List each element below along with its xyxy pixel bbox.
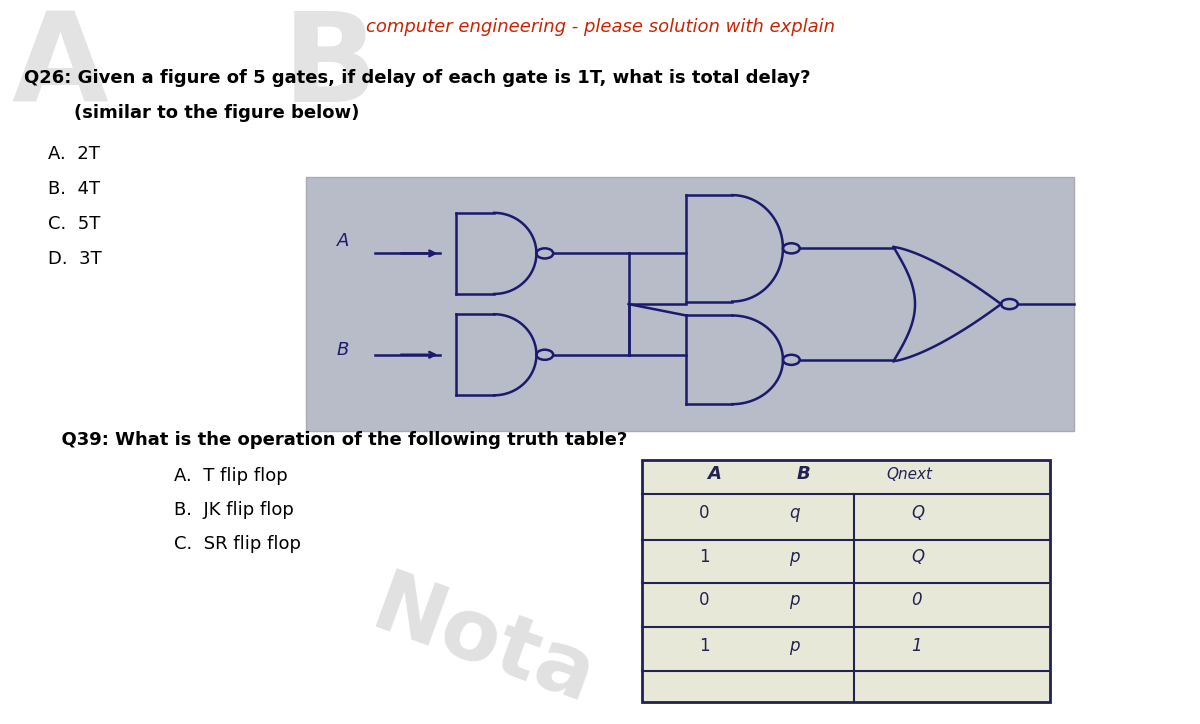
Text: Q: Q [911, 547, 924, 565]
Bar [306, 177, 1074, 431]
Text: Qnext: Qnext [887, 467, 932, 482]
Text: B.  JK flip flop: B. JK flip flop [174, 501, 294, 519]
Text: C.  5T: C. 5T [48, 215, 101, 233]
Text: A.  T flip flop: A. T flip flop [174, 467, 288, 485]
Text: p: p [788, 637, 799, 655]
Text: B: B [337, 341, 349, 359]
Text: B.  4T: B. 4T [48, 180, 100, 198]
Text: A: A [337, 232, 349, 250]
Text: 0: 0 [700, 504, 709, 522]
Text: Q39: What is the operation of the following truth table?: Q39: What is the operation of the follow… [24, 431, 628, 449]
Text: 0: 0 [911, 592, 922, 610]
Text: C.  SR flip flop: C. SR flip flop [174, 535, 301, 553]
Text: D.  3T: D. 3T [48, 250, 102, 268]
Text: 1: 1 [911, 637, 922, 655]
Text: Q26: Given a figure of 5 gates, if delay of each gate is 1T, what is total delay: Q26: Given a figure of 5 gates, if delay… [24, 69, 810, 87]
Bar [642, 460, 1050, 702]
Text: A    B: A B [12, 7, 378, 128]
Text: B: B [797, 465, 811, 483]
Text: 1: 1 [700, 637, 709, 655]
Text: A.  2T: A. 2T [48, 145, 100, 163]
Text: 1: 1 [700, 547, 709, 565]
Text: A: A [707, 465, 721, 483]
Bar [642, 460, 1050, 702]
Text: p: p [788, 547, 799, 565]
Text: Nota: Nota [360, 565, 605, 722]
Text: (similar to the figure below): (similar to the figure below) [24, 104, 359, 122]
Text: computer engineering - please solution with explain: computer engineering - please solution w… [366, 18, 834, 36]
Text: q: q [788, 504, 799, 522]
Text: 0: 0 [700, 592, 709, 610]
Text: p: p [788, 592, 799, 610]
Text: Q: Q [911, 504, 924, 522]
